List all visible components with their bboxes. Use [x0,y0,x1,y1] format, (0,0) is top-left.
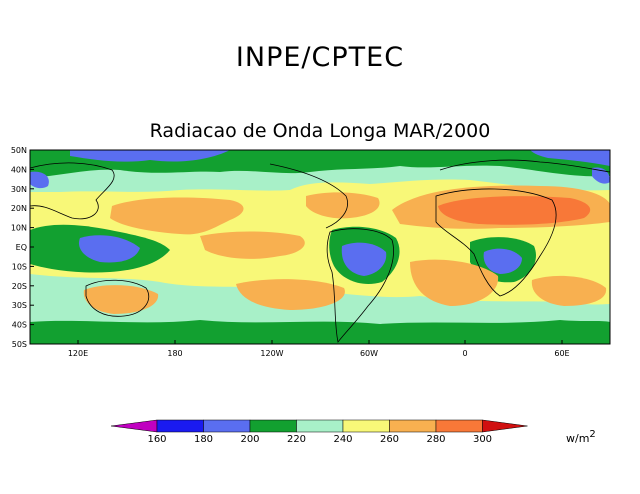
lat-label: 10S [12,262,27,271]
colorbar-units: w/m2 [566,429,596,445]
colorbar-segment [342,419,390,433]
colorbar-label: 260 [380,434,399,445]
lat-label: 30N [11,185,27,194]
lon-label: 0 [462,349,467,358]
field-congo-180-200 [483,248,522,274]
lat-label: 40N [11,165,27,174]
field-maritime-continent-180-200 [78,235,140,263]
field-south-atlantic-260-280 [410,259,499,306]
lon-label: 120E [68,349,88,358]
field-caribbean-260-280 [306,192,380,219]
colorbar-label: 200 [240,434,259,445]
coastline-africa [435,188,557,297]
coastline-south-america [326,228,394,343]
field-southern-200-220 [30,320,610,344]
coastline-australia [85,279,150,317]
lat-label: 10N [11,224,27,233]
colorbar-label: 240 [333,434,352,445]
field-central-pacific-260-280 [200,231,305,259]
lat-label: 50S [12,340,27,349]
colorbar-segment [296,419,344,433]
longitude-axis: 120E 180 120W 60W 0 60E [68,340,570,358]
colorbar-label: 280 [426,434,445,445]
lon-label: 60E [554,349,569,358]
colorbar-segment [203,419,251,433]
colorbar-label: 220 [287,434,306,445]
lon-label: 60W [360,349,378,358]
field-australia-260-280 [83,285,159,314]
lat-label: 50N [11,146,27,155]
map-title: Radiacao de Onda Longa MAR/2000 [149,120,491,142]
lat-label: 20S [12,282,27,291]
field-north-pacific-260-280 [110,197,244,235]
header-title: INPE/CPTEC [235,42,405,73]
colorbar-segment [249,419,297,433]
colorbar-low-arrow [110,419,158,433]
field-indian-ocean-260-280 [531,275,607,306]
lat-label: 40S [12,321,27,330]
colorbar-segment [156,419,204,433]
field-north-180-200-b [530,150,610,166]
coastline-eurasia [439,159,610,173]
field-south-pacific-260-280 [236,279,345,310]
colorbar-segment [389,419,437,433]
olr-field [30,150,610,344]
lon-label: 120W [260,349,283,358]
lon-label: 180 [167,349,182,358]
field-amazon-180-200 [341,242,387,276]
coastline-north-america [269,163,348,229]
colorbar-label: 300 [473,434,492,445]
coastline-asia [30,162,115,220]
colorbar-units-base: w/m [566,432,589,445]
latitude-axis: 50N 40N 30N 20N 10N EQ 10S 20S 30S 40S 50S [11,146,34,349]
field-north-180-200-c [30,171,49,189]
field-sahara-280-300 [438,196,591,225]
colorbar: 160 180 200 220 240 260 280 300 [110,419,528,445]
lat-label: 30S [12,301,27,310]
colorbar-label: 180 [194,434,213,445]
field-north-180-200-a [70,150,230,162]
lat-label: 20N [11,204,27,213]
colorbar-label: 160 [147,434,166,445]
colorbar-segment [435,419,483,433]
coastlines [30,159,610,343]
colorbar-high-arrow [482,419,528,433]
colorbar-units-exponent: 2 [589,429,595,440]
lat-label: EQ [16,243,27,252]
